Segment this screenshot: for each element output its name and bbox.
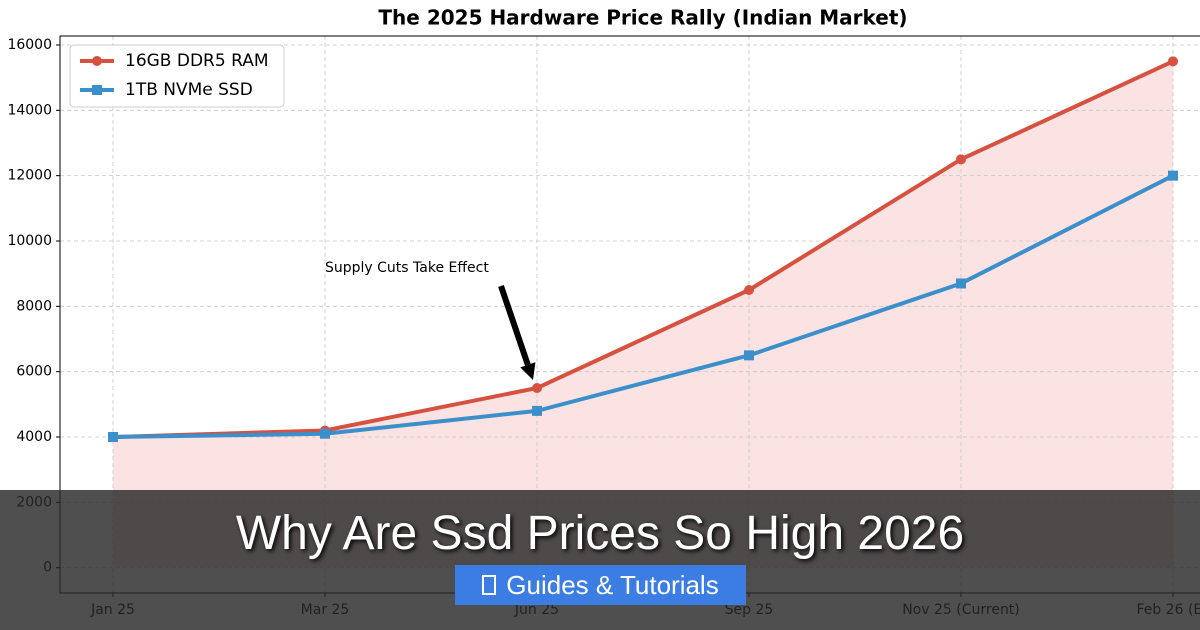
banner: Why Are Ssd Prices So High 2026 Guides &… <box>0 490 1200 630</box>
legend-box <box>69 44 285 108</box>
point <box>744 350 754 361</box>
y-tick-label: 16000 <box>7 37 52 53</box>
point <box>320 428 330 439</box>
point <box>956 154 966 165</box>
y-tick-label: 14000 <box>7 102 52 118</box>
chart-title: The 2025 Hardware Price Rally (Indian Ma… <box>378 6 907 30</box>
point <box>956 278 966 289</box>
annotation-arrow <box>498 285 531 366</box>
legend-marker <box>92 56 102 66</box>
point <box>1168 170 1178 181</box>
y-tick-label: 6000 <box>16 364 52 380</box>
legend-label: 16GB DDR5 RAM <box>125 51 269 71</box>
headline: Why Are Ssd Prices So High 2026 <box>235 507 965 560</box>
point <box>744 284 754 295</box>
point <box>532 383 542 394</box>
point <box>532 405 542 416</box>
point <box>1168 56 1178 67</box>
area-fill <box>113 61 1173 568</box>
tag-icon <box>482 575 497 595</box>
series-line <box>112 59 1174 440</box>
annotation-text: Supply Cuts Take Effect <box>325 260 489 276</box>
series-line <box>112 173 1174 440</box>
category-tag[interactable]: Guides & Tutorials <box>455 565 746 605</box>
annotation-arrowhead <box>520 362 536 381</box>
y-tick-label: 8000 <box>16 298 52 314</box>
legend: 16GB DDR5 RAM 1TB NVMe SSD <box>69 44 285 108</box>
legend-marker <box>92 85 102 95</box>
point <box>108 432 118 443</box>
legend-label: 1TB NVMe SSD <box>125 80 253 100</box>
y-tick-label: 4000 <box>16 429 52 445</box>
tag-label: Guides & Tutorials <box>506 569 719 600</box>
y-tick-label: 10000 <box>7 233 52 249</box>
y-tick-label: 12000 <box>7 168 52 184</box>
